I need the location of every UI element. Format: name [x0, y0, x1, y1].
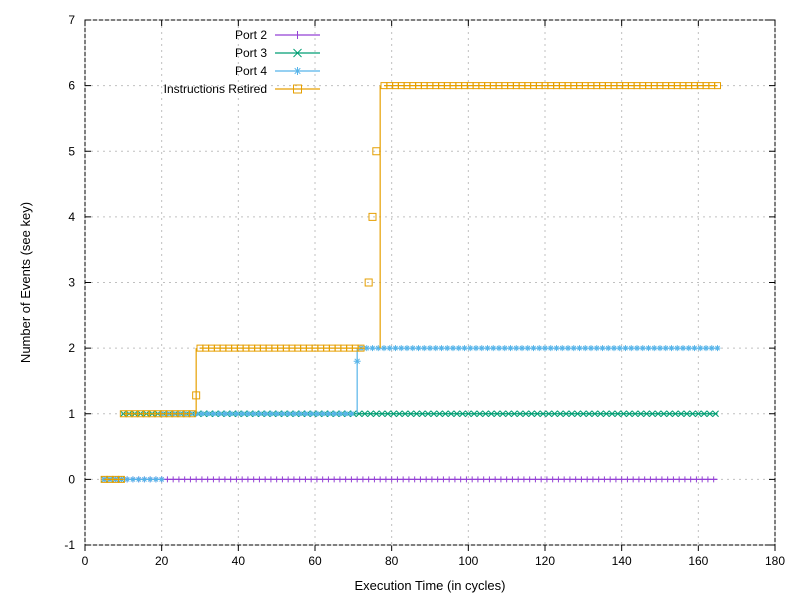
- svg-text:6: 6: [68, 79, 75, 93]
- svg-text:Execution Time (in cycles): Execution Time (in cycles): [355, 578, 506, 593]
- svg-text:120: 120: [535, 554, 555, 568]
- svg-text:100: 100: [458, 554, 478, 568]
- svg-text:Port 2: Port 2: [235, 28, 267, 42]
- svg-text:40: 40: [232, 554, 246, 568]
- svg-text:Port 4: Port 4: [235, 64, 267, 78]
- chart-container: 0 20 40 60 80 100 120 140 160 180 -1 0 1 2 3 4 5 6 7 Execut…: [0, 0, 800, 600]
- svg-text:60: 60: [308, 554, 322, 568]
- svg-text:0: 0: [82, 554, 89, 568]
- svg-text:Instructions Retired: Instructions Retired: [164, 82, 267, 96]
- svg-text:180: 180: [765, 554, 785, 568]
- svg-text:Number of Events (see key): Number of Events (see key): [18, 202, 33, 363]
- svg-text:7: 7: [68, 13, 75, 27]
- svg-text:2: 2: [68, 341, 75, 355]
- svg-text:20: 20: [155, 554, 169, 568]
- svg-text:-1: -1: [64, 538, 75, 552]
- svg-text:160: 160: [688, 554, 708, 568]
- svg-text:140: 140: [612, 554, 632, 568]
- svg-text:Port 3: Port 3: [235, 46, 267, 60]
- chart-svg: 0 20 40 60 80 100 120 140 160 180 -1 0 1 2 3 4 5 6 7 Execut…: [0, 0, 800, 600]
- svg-text:3: 3: [68, 276, 75, 290]
- svg-text:4: 4: [68, 210, 75, 224]
- svg-text:1: 1: [68, 407, 75, 421]
- svg-text:0: 0: [68, 472, 75, 486]
- svg-text:80: 80: [385, 554, 399, 568]
- svg-text:5: 5: [68, 144, 75, 158]
